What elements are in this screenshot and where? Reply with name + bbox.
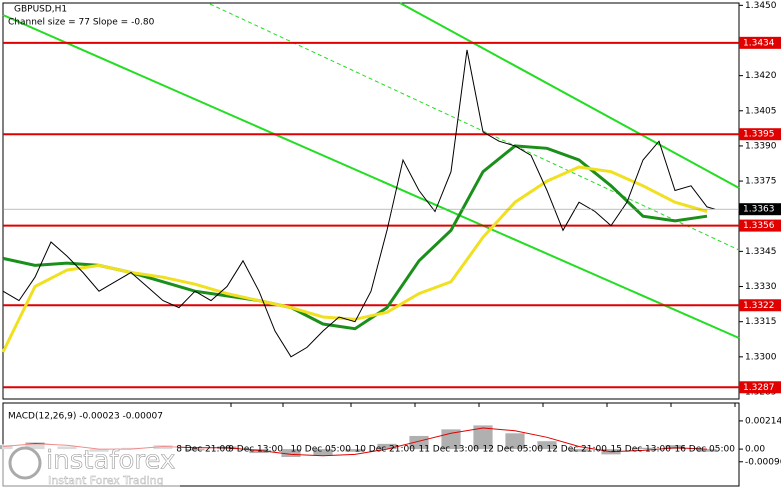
- price-line: [2, 49, 716, 358]
- x-tick-label: 12 Dec 05:00: [482, 445, 543, 455]
- moving-average: [1, 165, 708, 353]
- y-tick-label: 1.3330: [745, 282, 777, 292]
- histogram-bar: [697, 449, 717, 452]
- histogram-bar: [313, 449, 333, 456]
- y-tick-label: 1.3390: [745, 141, 777, 151]
- channel-line: [2, 14, 740, 339]
- histogram-bar: [281, 449, 301, 458]
- histogram-bar: [473, 425, 493, 450]
- histogram-bar: [633, 447, 653, 450]
- level-label: 1.3356: [743, 221, 775, 231]
- level-label-bg: [739, 36, 781, 49]
- x-tick-label: 10 Dec 05:00: [290, 445, 351, 455]
- histogram-bar: [569, 449, 589, 452]
- x-tick-label: 10 Dec 21:00: [354, 445, 415, 455]
- histogram-bar: [505, 433, 525, 450]
- level-label-bg: [739, 381, 781, 394]
- level-label-bg: [739, 299, 781, 312]
- y-tick-label: 0.00214: [745, 416, 781, 426]
- y-tick-label: 1.3375: [745, 177, 777, 187]
- histogram-bar: [409, 435, 429, 450]
- histogram-bar: [537, 441, 557, 450]
- last-price-bg: [739, 203, 781, 216]
- watermark-tagline: Instant Forex Trading: [48, 474, 164, 487]
- histogram-bar: [665, 445, 685, 450]
- chart-title: GBPUSD,H1: [14, 5, 67, 15]
- x-tick-label: 15 Dec 13:00: [610, 445, 671, 455]
- histogram-bar: [345, 449, 365, 452]
- chart-subtitle: Channel size = 77 Slope = -0.80: [8, 18, 155, 28]
- watermark-bg: [2, 444, 180, 488]
- level-label-bg: [739, 219, 781, 232]
- main-frame: [2, 2, 740, 400]
- last-price-label: 1.3363: [743, 205, 775, 215]
- level-label: 1.3322: [743, 301, 775, 311]
- x-tick-label: 12 Dec 21:00: [546, 445, 607, 455]
- channel-line: [399, 2, 740, 189]
- level-label: 1.3395: [743, 130, 775, 140]
- level-label: 1.3434: [743, 38, 775, 48]
- histogram-bar: [249, 449, 269, 454]
- histogram-bar: [185, 449, 205, 451]
- level-label-bg: [739, 128, 781, 141]
- x-tick-label: 11 Dec 13:00: [418, 445, 479, 455]
- y-tick-label: -0.00096: [745, 457, 781, 467]
- histogram-bar: [377, 443, 397, 450]
- x-tick-label: 16 Dec 05:00: [674, 445, 735, 455]
- watermark-logo: [8, 446, 42, 480]
- x-tick-label: 9 Dec 13:00: [228, 445, 283, 455]
- y-tick-label: 1.3345: [745, 247, 777, 257]
- x-tick-label: 8 Dec 21:00: [176, 445, 231, 455]
- y-tick-label: 1.3450: [745, 1, 777, 11]
- y-tick-label: 0.00: [745, 445, 765, 455]
- y-tick-label: 1.3315: [745, 317, 777, 327]
- level-label: 1.3287: [743, 383, 775, 393]
- y-tick-label: 1.3420: [745, 71, 777, 81]
- y-tick-label: 1.3300: [745, 352, 777, 362]
- watermark-brand: instaforex: [46, 446, 175, 476]
- macd-title: MACD(12,26,9) -0.00023 -0.00007: [8, 412, 163, 422]
- y-tick-label: 1.3405: [745, 106, 777, 116]
